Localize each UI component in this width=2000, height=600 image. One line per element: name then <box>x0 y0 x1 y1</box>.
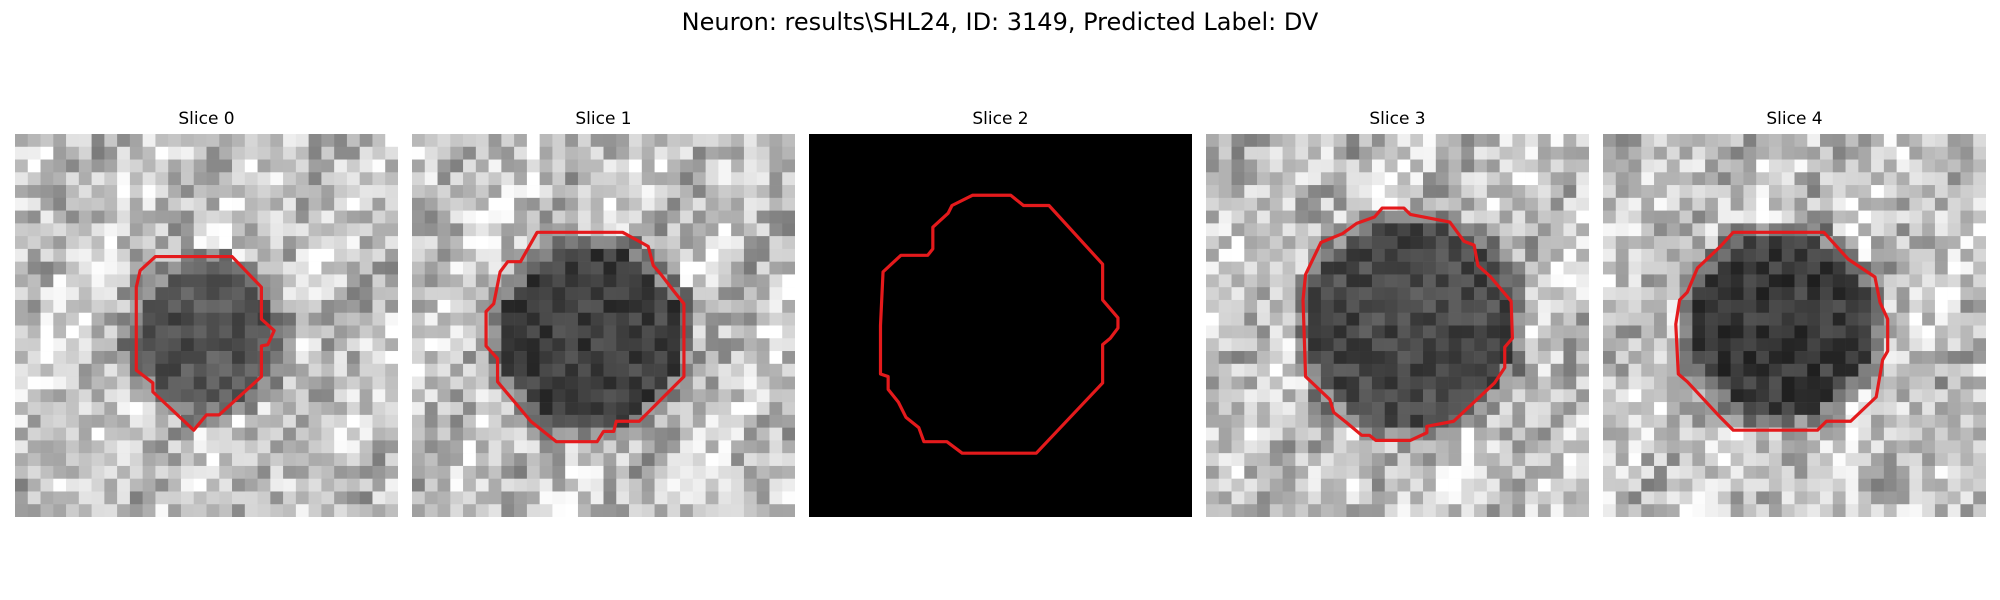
slice-title: Slice 0 <box>178 109 235 129</box>
segmentation-contour <box>1301 206 1514 442</box>
slice-image <box>15 134 398 517</box>
slice-panel-3: Slice 3 <box>1206 108 1589 517</box>
slice-image <box>412 134 795 517</box>
slice-panel-2: Slice 2 <box>809 108 1192 517</box>
slice-image <box>809 134 1192 517</box>
slice-panel-4: Slice 4 <box>1603 108 1986 517</box>
slice-title: Slice 2 <box>972 109 1029 129</box>
slice-title: Slice 4 <box>1766 109 1823 129</box>
slice-title: Slice 3 <box>1369 109 1426 129</box>
segmentation-contour <box>134 254 276 432</box>
slice-panel-1: Slice 1 <box>412 108 795 517</box>
segmentation-contour <box>878 193 1120 455</box>
slice-image <box>1603 134 1986 517</box>
slice-title: Slice 1 <box>575 109 632 129</box>
figure-title: Neuron: results\SHL24, ID: 3149, Predict… <box>681 8 1319 36</box>
slice-image <box>1206 134 1589 517</box>
slice-panel-0: Slice 0 <box>15 108 398 517</box>
segmentation-contour <box>484 230 686 444</box>
segmentation-contour <box>1674 230 1890 432</box>
